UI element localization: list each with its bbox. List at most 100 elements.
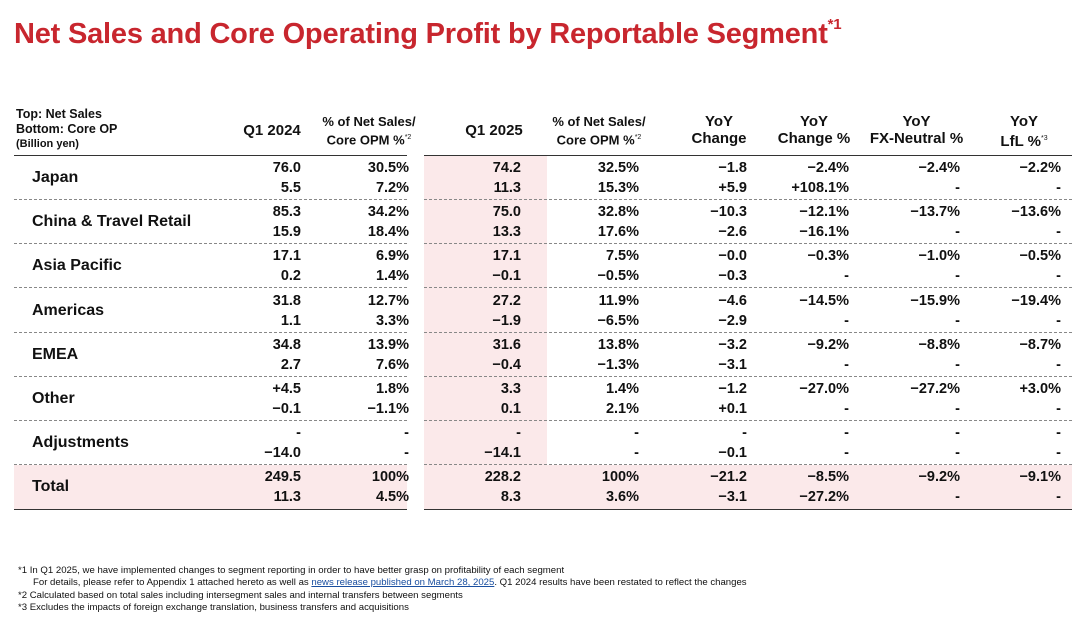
- core-op-cell: -: [844, 445, 849, 462]
- core-op-cell: −1.3%: [597, 356, 639, 373]
- core-op-cell: -: [844, 268, 849, 285]
- news-release-link[interactable]: news release published on March 28, 2025: [311, 577, 495, 589]
- table-row: China & Travel Retail 85.3 34.2% 75.0 32.8% −…: [14, 200, 1072, 245]
- core-op-cell: −2.9: [718, 312, 747, 329]
- core-op-cell: 11.3: [493, 180, 521, 196]
- core-op-cell: 1.1: [280, 312, 301, 329]
- core-op-cell: 13.3: [492, 224, 521, 241]
- net-sales-cell: −9.2%: [918, 469, 960, 486]
- net-sales-cell: 27.2: [492, 292, 521, 309]
- table-row: Asia Pacific 17.1 6.9% 17.1 7.5% −0.0 −0.3% −1.…: [14, 244, 1072, 289]
- net-sales-cell: −14.5%: [799, 292, 849, 309]
- core-op-cell: 0.1: [500, 401, 521, 417]
- core-op-cell: -: [1056, 180, 1061, 196]
- net-sales-cell: 100%: [601, 469, 639, 486]
- core-op-cell: 17.6%: [597, 224, 639, 241]
- net-sales-cell: −1.2: [718, 381, 747, 397]
- table-row: Japan 76.0 30.5% 74.2 32.5% −1.8 −2.4% −2.4% −2.…: [14, 156, 1072, 200]
- core-op-cell: −0.5%: [597, 268, 639, 285]
- core-op-cell: −0.1: [272, 401, 301, 417]
- core-op-cell: -: [1056, 268, 1061, 285]
- net-sales-cell: 34.8: [272, 336, 301, 353]
- net-sales-cell: −3.2: [718, 336, 747, 353]
- total-row-highlight: [14, 465, 1072, 509]
- core-op-cell: −2.6: [718, 224, 747, 241]
- core-op-cell: 3.6%: [605, 489, 639, 506]
- core-op-cell: −3.1: [718, 489, 747, 506]
- core-op-cell: -: [404, 445, 409, 462]
- net-sales-cell: −8.8%: [918, 336, 960, 353]
- core-op-cell: -: [1056, 445, 1061, 462]
- net-sales-cell: −2.2%: [1019, 160, 1061, 176]
- core-op-cell: 15.9: [272, 224, 301, 241]
- footnote-2: *2 Calculated based on total sales inclu…: [18, 589, 463, 601]
- net-sales-cell: -: [742, 425, 747, 442]
- core-op-cell: −0.1: [492, 268, 521, 285]
- title-footnote-marker: *1: [827, 16, 842, 33]
- segment-label: Japan: [32, 169, 79, 186]
- net-sales-cell: −8.5%: [807, 469, 849, 486]
- segment-label: EMEA: [32, 345, 79, 363]
- net-sales-cell: −1.0%: [918, 248, 960, 265]
- footnote-1-details: For details, please refer to Appendix 1 …: [33, 577, 747, 589]
- core-op-cell: -: [955, 180, 960, 196]
- core-op-cell: -: [844, 356, 849, 373]
- core-op-cell: -: [634, 445, 639, 462]
- net-sales-cell: −2.4%: [807, 160, 849, 176]
- header-q1-2024: Q1 2024: [243, 122, 301, 139]
- net-sales-cell: −4.6: [718, 292, 747, 309]
- core-op-cell: −14.1: [484, 445, 521, 462]
- core-op-cell: 2.7: [280, 356, 301, 373]
- header-pct-2025: % of Net Sales/ Core OPM %*2: [552, 114, 646, 148]
- header-yoy-change: YoY Change: [691, 113, 747, 147]
- core-op-cell: +5.9: [718, 180, 747, 196]
- table-header: Top: Net Sales Bottom: Core OP (Billion …: [14, 100, 1072, 155]
- segment-label: Other: [32, 390, 75, 407]
- header-yoy-lfl: YoY LfL %*3: [1000, 113, 1048, 150]
- core-op-cell: 1.4%: [375, 268, 409, 285]
- net-sales-cell: −13.7%: [910, 204, 960, 221]
- net-sales-cell: 13.9%: [367, 336, 409, 353]
- footnote-3: *3 Excludes the impacts of foreign excha…: [18, 602, 409, 614]
- core-op-cell: -: [1056, 356, 1061, 373]
- net-sales-cell: 75.0: [492, 204, 521, 221]
- net-sales-cell: 100%: [371, 469, 409, 486]
- header-yoy-change-pct: YoY Change %: [777, 113, 851, 147]
- net-sales-cell: +3.0%: [1019, 381, 1061, 397]
- net-sales-cell: 13.8%: [597, 336, 639, 353]
- net-sales-cell: −9.2%: [807, 336, 849, 353]
- core-op-cell: -: [844, 312, 849, 329]
- net-sales-cell: 31.6: [492, 336, 521, 353]
- net-sales-cell: 6.9%: [375, 248, 409, 265]
- net-sales-cell: 32.5%: [597, 160, 639, 176]
- core-op-cell: -: [955, 445, 960, 462]
- net-sales-cell: 1.8%: [375, 381, 409, 397]
- net-sales-cell: −0.0: [718, 248, 747, 265]
- net-sales-cell: 34.2%: [367, 204, 409, 221]
- header-legend: Top: Net Sales Bottom: Core OP (Billion …: [16, 107, 118, 150]
- core-op-cell: +0.1: [718, 401, 747, 417]
- table-row: Other +4.5 1.8% 3.3 1.4% −1.2 −27.0% −27.2% +3.0…: [14, 377, 1072, 421]
- table-row: Americas 31.8 12.7% 27.2 11.9% −4.6 −14.5% −15.…: [14, 289, 1072, 333]
- core-op-cell: -: [955, 401, 960, 417]
- table-row: Adjustments - - - - - - - - −14.0 - −14.1 - −0.1 - - -: [14, 421, 1072, 466]
- core-op-cell: -: [955, 224, 960, 241]
- core-op-cell: 11.3: [273, 489, 301, 506]
- net-sales-cell: -: [516, 425, 521, 442]
- net-sales-cell: −12.1%: [799, 204, 849, 221]
- net-sales-cell: -: [296, 425, 301, 442]
- net-sales-cell: -: [844, 425, 849, 442]
- core-op-cell: 7.6%: [375, 356, 409, 373]
- segment-label: Americas: [32, 301, 105, 319]
- net-sales-cell: 30.5%: [367, 160, 409, 176]
- header-yoy-fx-neutral: YoY FX-Neutral %: [869, 113, 964, 147]
- net-sales-cell: 85.3: [272, 204, 301, 221]
- header-q1-2025: Q1 2025: [465, 122, 523, 139]
- core-op-cell: 5.5: [280, 180, 301, 196]
- net-sales-cell: +4.5: [272, 381, 301, 397]
- net-sales-cell: 1.4%: [605, 381, 639, 397]
- net-sales-cell: −0.5%: [1019, 248, 1061, 265]
- net-sales-cell: −0.3%: [807, 248, 849, 265]
- core-op-cell: -: [955, 356, 960, 373]
- net-sales-cell: 3.3: [500, 381, 521, 397]
